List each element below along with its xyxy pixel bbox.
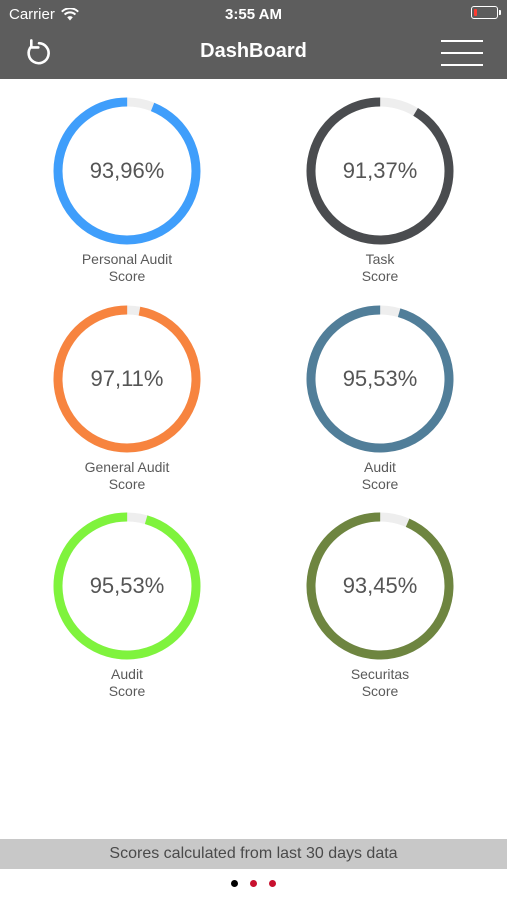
score-label-line2: Score bbox=[361, 268, 399, 284]
score-value: 93,45% bbox=[343, 573, 418, 598]
refresh-button[interactable] bbox=[22, 38, 52, 68]
score-label: General Audit Score bbox=[17, 459, 237, 493]
score-label-line1: Task bbox=[365, 251, 395, 267]
ring-progress bbox=[306, 305, 454, 453]
wifi-icon bbox=[60, 8, 79, 21]
score-label-line2: Score bbox=[108, 476, 146, 492]
score-card-audit-2[interactable]: 95,53% Audit Score bbox=[17, 511, 237, 711]
score-card-personal-audit[interactable]: 93,96% Personal Audit Score bbox=[17, 96, 237, 296]
hamburger-menu-icon bbox=[441, 40, 483, 42]
refresh-icon bbox=[27, 39, 50, 65]
page-title: DashBoard bbox=[200, 40, 307, 62]
score-label-line2: Score bbox=[108, 268, 146, 284]
score-label: Audit Score bbox=[17, 666, 237, 700]
score-value: 93,96% bbox=[90, 158, 165, 183]
page-indicator bbox=[0, 880, 507, 887]
score-label: Securitas Score bbox=[270, 666, 490, 700]
score-label: Task Score bbox=[270, 251, 490, 285]
status-bar: Carrier 3:55 AM bbox=[0, 0, 507, 28]
carrier-info: Carrier bbox=[9, 6, 79, 23]
score-card-task[interactable]: 91,37% Task Score bbox=[270, 96, 490, 296]
score-label-line2: Score bbox=[361, 683, 399, 699]
ring-progress bbox=[53, 305, 201, 453]
score-label: Personal Audit Score bbox=[17, 251, 237, 285]
score-label: Audit Score bbox=[270, 459, 490, 493]
navigation-bar: DashBoard bbox=[0, 28, 507, 79]
ring-progress bbox=[306, 512, 454, 660]
carrier-label: Carrier bbox=[9, 6, 55, 23]
footer-info: Scores calculated from last 30 days data bbox=[0, 839, 507, 869]
score-label-line1: Securitas bbox=[350, 666, 410, 682]
score-value: 95,53% bbox=[90, 573, 165, 598]
score-label-line1: Audit bbox=[111, 666, 143, 682]
score-ring: 93,96% bbox=[53, 97, 201, 245]
footer-text: Scores calculated from last 30 days data bbox=[109, 845, 398, 862]
score-ring: 91,37% bbox=[306, 97, 454, 245]
page-dot-3[interactable] bbox=[269, 880, 276, 887]
score-ring: 97,11% bbox=[53, 305, 201, 453]
score-ring: 95,53% bbox=[306, 305, 454, 453]
score-label-line1: General Audit bbox=[84, 459, 170, 475]
score-label-line1: Audit bbox=[364, 459, 396, 475]
battery-level bbox=[474, 9, 478, 16]
score-value: 95,53% bbox=[343, 366, 418, 391]
page-dot-1[interactable] bbox=[231, 880, 238, 887]
battery-icon bbox=[471, 6, 501, 19]
score-card-general-audit[interactable]: 97,11% General Audit Score bbox=[17, 304, 237, 504]
score-label-line2: Score bbox=[361, 476, 399, 492]
score-ring: 95,53% bbox=[53, 512, 201, 660]
score-label-line2: Score bbox=[108, 683, 146, 699]
status-time: 3:55 AM bbox=[225, 6, 282, 23]
menu-button[interactable] bbox=[441, 39, 483, 69]
score-value: 97,11% bbox=[91, 366, 164, 391]
score-label-line1: Personal Audit bbox=[81, 251, 173, 267]
score-ring: 93,45% bbox=[306, 512, 454, 660]
score-card-securitas[interactable]: 93,45% Securitas Score bbox=[270, 511, 490, 711]
score-card-audit[interactable]: 95,53% Audit Score bbox=[270, 304, 490, 504]
score-value: 91,37% bbox=[343, 158, 418, 183]
page-dot-2[interactable] bbox=[250, 880, 257, 887]
